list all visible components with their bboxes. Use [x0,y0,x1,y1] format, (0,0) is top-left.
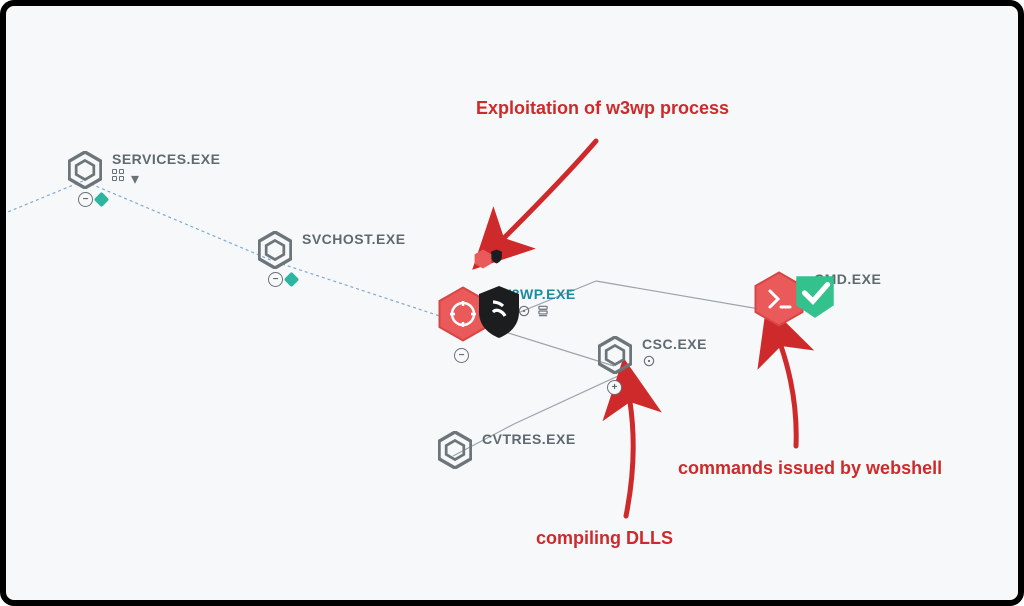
hex-icon [258,231,292,269]
sub-badge-svchost: − [268,272,297,287]
node-cvtres[interactable]: CVTRES.EXE [438,431,576,469]
process-tree-canvas: SERVICES.EXE ▾ − SVCHOST.EXE − [0,0,1024,606]
hex-icon [598,336,632,374]
annotation-webshell: commands issued by webshell [678,458,942,479]
sub-badge-services: − [78,192,107,207]
node-label: SVCHOST.EXE [302,231,406,247]
caret-icon: ▾ [131,169,145,183]
node-label: SERVICES.EXE [112,151,220,167]
node-svchost[interactable]: SVCHOST.EXE [258,231,406,269]
layers-icon [536,304,550,318]
teal-pill-icon [284,272,300,288]
minus-pill-icon: − [268,272,283,287]
plus-pill-icon: + [607,380,622,395]
node-csc[interactable]: CSC.EXE [598,336,707,374]
minus-pill-icon: − [78,192,93,207]
annotation-exploit: Exploitation of w3wp process [476,98,729,119]
teal-pill-icon [94,192,110,208]
hex-icon [438,431,472,469]
node-label: CSC.EXE [642,336,707,352]
sub-badge-csc: + [607,380,622,395]
annotation-dlls: compiling DLLS [536,528,673,549]
target-icon [642,354,656,368]
hex-icon [754,271,804,327]
minus-pill-icon: − [454,348,469,363]
node-label: CVTRES.EXE [482,431,576,447]
hex-icon [474,249,492,269]
check-badge-icon [790,267,840,323]
detail-icons [642,354,707,368]
grid-icon [112,169,126,183]
shield-icon [474,284,524,340]
mini-w3wp-hex [474,249,503,269]
hex-icon [68,151,102,189]
sub-badge-w3wp: − [454,348,469,363]
node-services[interactable]: SERVICES.EXE ▾ [68,151,220,189]
hex-icon [438,286,488,342]
detail-icons: ▾ [112,169,220,183]
node-w3wp[interactable]: W3WP.EXE [438,286,576,342]
node-cmd[interactable]: CMD.EXE [754,271,881,327]
